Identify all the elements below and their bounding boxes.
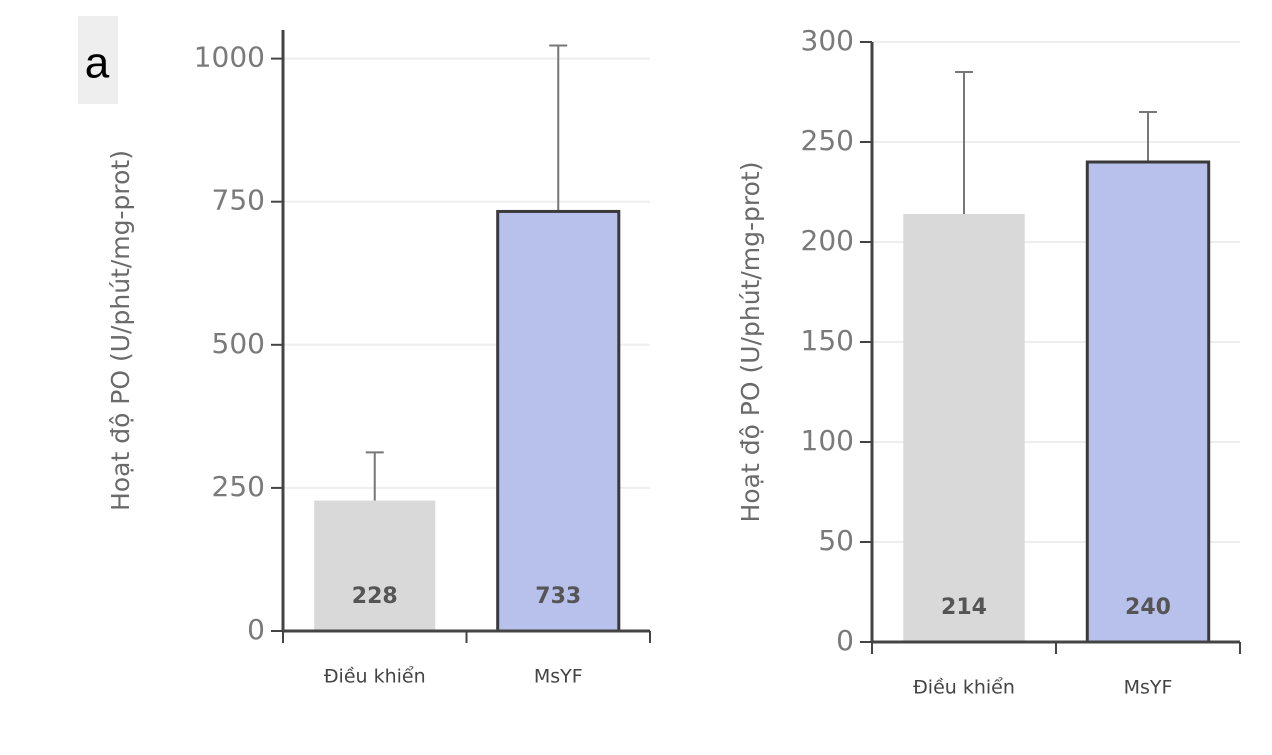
- y-tick-label: 250: [801, 124, 854, 157]
- value-label: 240: [1125, 595, 1171, 620]
- y-tick-label: 150: [801, 324, 854, 357]
- x-tick-label: MsYF: [1124, 677, 1173, 699]
- y-tick-label: 750: [212, 184, 265, 217]
- y-tick-label: 50: [818, 524, 854, 557]
- y-axis-label: Hoạt độ PO (U/phút/mg-prot): [106, 150, 135, 511]
- y-tick-label: 0: [836, 624, 854, 657]
- panel-label: a: [85, 39, 110, 88]
- y-tick-label: 100: [801, 424, 854, 457]
- y-tick-label: 200: [801, 224, 854, 257]
- y-tick-label: 500: [212, 327, 265, 360]
- y-tick-label: 250: [212, 470, 265, 503]
- bar: [903, 214, 1025, 642]
- bar: [496, 209, 621, 633]
- y-axis-label: Hoạt độ PO (U/phút/mg-prot): [736, 162, 765, 523]
- y-tick-label: 0: [247, 613, 265, 646]
- x-tick-label: Điều khiển: [324, 666, 426, 688]
- value-label: 214: [941, 595, 987, 620]
- value-label: 733: [535, 584, 581, 609]
- bar: [314, 500, 436, 631]
- bar: [1085, 160, 1211, 644]
- panel-label-bg: [78, 16, 118, 104]
- y-tick-label: 300: [801, 24, 854, 57]
- value-label: 228: [352, 584, 398, 609]
- x-tick-label: Điều khiển: [913, 677, 1015, 699]
- x-tick-label: MsYF: [534, 666, 583, 688]
- y-tick-label: 1000: [194, 41, 265, 74]
